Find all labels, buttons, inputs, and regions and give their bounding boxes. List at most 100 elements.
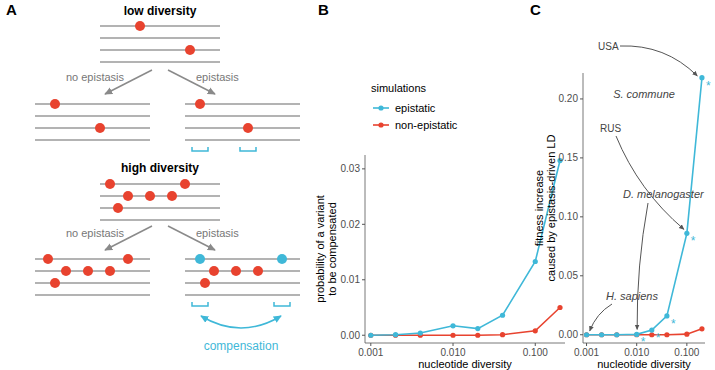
legend-swatch-marker xyxy=(378,105,383,110)
series-line xyxy=(587,78,702,335)
mutation-dot xyxy=(105,266,115,276)
y-tick-label: 0.05 xyxy=(559,270,579,281)
haplotype-line xyxy=(100,219,220,221)
y-tick-label: 0.00 xyxy=(559,329,579,340)
haplotype-line xyxy=(35,127,150,129)
haplotype-set xyxy=(185,99,300,151)
x-tick xyxy=(370,343,371,346)
x-tick xyxy=(636,343,637,346)
data-point xyxy=(368,333,373,338)
haplotype-set xyxy=(35,254,150,295)
haplotype-line xyxy=(35,139,150,141)
figure: ABClow diversityno epistasisepistasishig… xyxy=(0,0,715,370)
annotation-arrow xyxy=(616,136,684,229)
y-tick-label: 0.20 xyxy=(559,93,579,104)
y-axis-label: to be compensated xyxy=(326,202,338,296)
data-point xyxy=(557,305,562,310)
annotation-label: H. sapiens xyxy=(606,290,658,302)
y-axis-label: probability of a variant xyxy=(314,195,326,303)
branch-label: epistasis xyxy=(196,71,239,83)
legend-label: non-epistatic xyxy=(395,119,458,131)
haplotype-line xyxy=(100,183,220,185)
data-point xyxy=(614,332,619,337)
annotation-label: D. melanogaster xyxy=(623,188,705,200)
y-tick-label: 0.02 xyxy=(341,219,361,230)
y-tick xyxy=(580,275,583,276)
mutation-dot xyxy=(83,266,93,276)
mutation-dot xyxy=(135,21,145,31)
mutation-dot xyxy=(209,266,219,276)
x-axis-label: nucleotide diversity xyxy=(418,358,512,370)
mutation-dot xyxy=(180,179,190,189)
bracket xyxy=(274,302,290,306)
branch-label: no epistasis xyxy=(66,71,125,83)
y-tick xyxy=(580,334,583,335)
data-point xyxy=(533,328,538,333)
x-tick-label: 0.010 xyxy=(441,347,466,358)
annotation-arrow xyxy=(590,304,612,331)
data-point xyxy=(634,332,639,337)
mutation-dot xyxy=(200,278,210,288)
data-point xyxy=(368,333,373,338)
x-tick-label: 0.001 xyxy=(574,347,599,358)
data-point xyxy=(418,330,423,335)
y-tick xyxy=(362,224,365,225)
haplotype-line xyxy=(35,294,150,296)
mutation-dot xyxy=(123,254,133,264)
data-point xyxy=(664,313,669,318)
haplotype-line xyxy=(35,115,150,117)
haplotype-line xyxy=(185,294,300,296)
mutation-dot xyxy=(253,266,263,276)
bracket xyxy=(192,147,208,151)
legend: simulations epistatic non-epistatic xyxy=(371,82,458,131)
annotation-label: S. commune xyxy=(613,88,675,100)
y-tick xyxy=(580,216,583,217)
haplotype-set xyxy=(100,21,220,62)
scenario-title: high diversity xyxy=(121,161,199,175)
y-tick xyxy=(580,98,583,99)
data-point xyxy=(533,259,538,264)
effect-label: compensation xyxy=(204,339,279,353)
data-point xyxy=(664,332,669,337)
bracket xyxy=(192,302,208,306)
x-axis-label: nucleotide diversity xyxy=(597,358,691,370)
y-axis-label: caused by epistasis-driven LD xyxy=(545,135,557,282)
mutation-dot xyxy=(231,266,241,276)
y-axis-label: fitness increase xyxy=(533,170,545,246)
y-tick xyxy=(580,157,583,158)
y-tick-label: 0.01 xyxy=(341,274,361,285)
series-line xyxy=(371,308,560,336)
data-point xyxy=(699,75,704,80)
significance-star: * xyxy=(671,317,676,331)
mutation-dot xyxy=(43,254,53,264)
data-point xyxy=(450,323,455,328)
annotation-arrow xyxy=(620,46,697,76)
panel-label: B xyxy=(318,1,329,18)
mutation-dot xyxy=(113,203,123,213)
haplotype-line xyxy=(100,49,220,51)
y-tick xyxy=(362,279,365,280)
data-point xyxy=(450,333,455,338)
y-tick-label: 0.15 xyxy=(559,152,579,163)
compensation-arrow xyxy=(201,316,281,328)
scenario-title: low diversity xyxy=(124,4,197,18)
chart: 0.0010.0100.1000.000.010.020.03nucleotid… xyxy=(314,82,565,370)
annotations: H. sapiensD. melanogasterS. communeUSARU… xyxy=(590,41,705,331)
data-point xyxy=(684,332,689,337)
x-tick-label: 0.010 xyxy=(624,347,649,358)
legend-title: simulations xyxy=(371,82,427,94)
data-point xyxy=(500,313,505,318)
haplotype-line xyxy=(185,270,300,272)
mutation-dot xyxy=(167,191,177,201)
legend-label: epistatic xyxy=(395,102,436,114)
compensated-dot xyxy=(277,254,287,264)
haplotype-line xyxy=(100,25,220,27)
data-point xyxy=(599,332,604,337)
mutation-dot xyxy=(61,266,71,276)
significance-star: * xyxy=(691,234,696,248)
data-point xyxy=(634,332,639,337)
chart: 0.0010.0100.1000.000.050.100.150.20nucle… xyxy=(533,41,711,370)
haplotype-set xyxy=(185,254,300,306)
haplotype-line xyxy=(100,195,220,197)
data-point xyxy=(475,333,480,338)
